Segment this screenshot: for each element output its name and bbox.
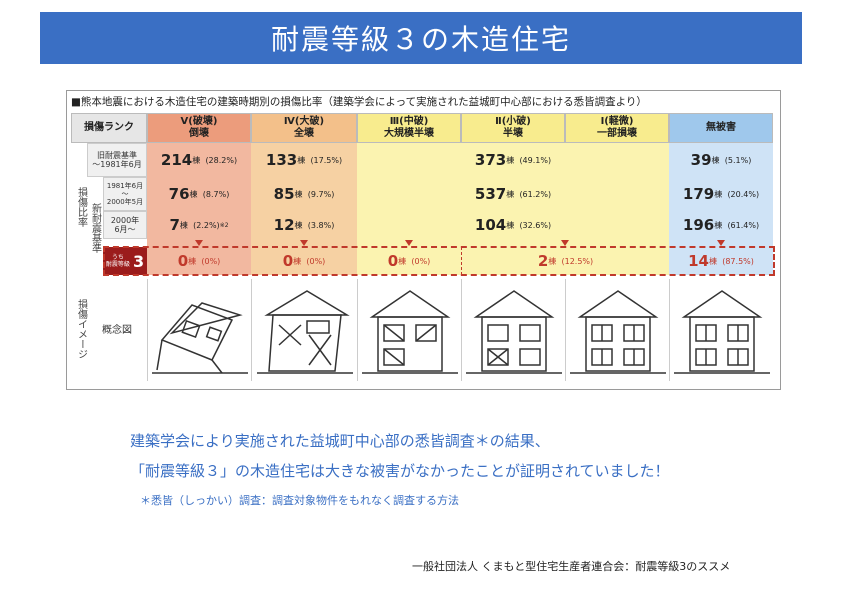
grade3-badge: うち 耐震等級 3 bbox=[103, 247, 147, 275]
result-line-2: 「耐震等級３」の木造住宅は大きな被害がなかったことが証明されていました！ bbox=[130, 462, 670, 480]
house-major-damage-image bbox=[357, 279, 461, 381]
house-half-damage-image bbox=[461, 279, 565, 381]
row-old-v: 214 棟 (28.2%) bbox=[160, 151, 238, 169]
house-collapsed-image bbox=[147, 279, 251, 381]
col-iv-bg bbox=[251, 143, 357, 275]
row-old-none: 39 棟 (5.1%) bbox=[690, 151, 752, 169]
new-standard-side-label: 新耐震基準 bbox=[89, 203, 101, 253]
col-mid-bg bbox=[357, 143, 669, 275]
col-header-none: 無被害 bbox=[669, 113, 773, 143]
rank-header: 損傷ランク bbox=[71, 113, 147, 143]
arrow-down-icon bbox=[300, 240, 308, 246]
ratio-side-label: 損傷比率 bbox=[75, 187, 87, 227]
row-1981-iv: 85 棟 (9.7%) bbox=[273, 185, 335, 203]
survey-note: ＊悉皆（しっかい）調査：調査対象物件をもれなく調査する方法 bbox=[140, 494, 459, 507]
col-none-bg bbox=[669, 143, 773, 275]
image-side-label: 損傷イメージ bbox=[75, 299, 87, 359]
footer-credit: 一般社団法人 くまもと型住宅生産者連合会：耐震等級3のススメ bbox=[412, 560, 731, 573]
row-old-label: 旧耐震基準 ～1981年6月 bbox=[87, 143, 147, 177]
col-header-v: Ⅴ(破壊) 倒壊 bbox=[147, 113, 251, 143]
page-title-banner: 耐震等級３の木造住宅 bbox=[40, 12, 802, 64]
col-header-ii: Ⅱ(小破) 半壊 bbox=[461, 113, 565, 143]
arrow-down-icon bbox=[717, 240, 725, 246]
table-caption: ■熊本地震における木造住宅の建築時期別の損傷比率（建築学会によって実施された益城… bbox=[71, 96, 647, 108]
col-header-iii: Ⅲ(中破) 大規模半壊 bbox=[357, 113, 461, 143]
page-title: 耐震等級３の木造住宅 bbox=[270, 23, 571, 56]
house-no-damage-image bbox=[669, 279, 773, 381]
row-old-mid: 373 棟 (49.1%) bbox=[474, 151, 552, 169]
row-1981-none: 179 棟 (20.4%) bbox=[682, 185, 760, 203]
arrow-down-icon bbox=[561, 240, 569, 246]
house-minor-damage-image bbox=[565, 279, 669, 381]
row-old-iv: 133 棟 (17.5%) bbox=[265, 151, 343, 169]
house-destroyed-image bbox=[251, 279, 357, 381]
col-header-i: Ⅰ(軽微) 一部損壊 bbox=[565, 113, 669, 143]
row-2000-mid: 104 棟 (32.6%) bbox=[474, 216, 552, 234]
col-header-iv: Ⅳ(大破) 全壊 bbox=[251, 113, 357, 143]
damage-table-panel: ■熊本地震における木造住宅の建築時期別の損傷比率（建築学会によって実施された益城… bbox=[66, 90, 781, 390]
row-1981-label: 1981年6月 ～ 2000年5月 bbox=[103, 177, 147, 211]
grade3-highlight-box bbox=[103, 246, 775, 276]
arrow-down-icon bbox=[405, 240, 413, 246]
col-v-bg bbox=[147, 143, 251, 275]
row-2000-none: 196 棟 (61.4%) bbox=[682, 216, 760, 234]
result-line-1: 建築学会により実施された益城町中心部の悉皆調査＊の結果、 bbox=[130, 432, 550, 450]
row-2000-iv: 12 棟 (3.8%) bbox=[273, 216, 335, 234]
row-1981-mid: 537 棟 (61.2%) bbox=[474, 185, 552, 203]
concept-label: 概念図 bbox=[102, 324, 132, 336]
row-1981-v: 76 棟 (8.7%) bbox=[168, 185, 230, 203]
row-2000-label: 2000年 6月～ bbox=[103, 211, 147, 239]
row-grade3-none: 14 棟 (87.5%) bbox=[688, 252, 754, 270]
arrow-down-icon bbox=[195, 240, 203, 246]
